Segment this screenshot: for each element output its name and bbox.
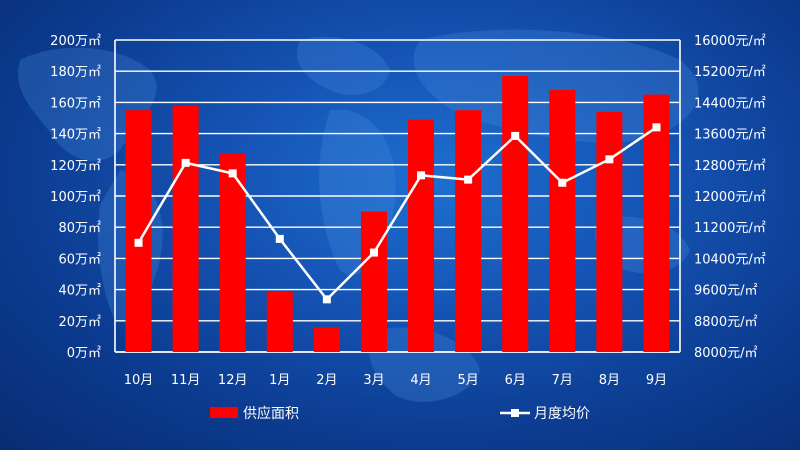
price-point [369,248,378,257]
y-left-tick-label: 180万㎡ [50,65,101,80]
x-tick-label: 11月 [171,373,201,388]
bar [219,153,246,352]
y-left-tick-label: 100万㎡ [50,190,101,205]
legend-label-bar: 供应面积 [243,405,299,422]
y-left-tick-label: 160万㎡ [50,96,101,111]
bar [313,327,340,352]
y-right-tick-label: 12800元/㎡ [694,159,766,174]
price-point [605,155,614,164]
y-right-tick-label: 14400元/㎡ [694,96,766,111]
bar [455,110,482,352]
y-right-tick-label: 8000元/㎡ [694,346,757,361]
y-left-tick-label: 140万㎡ [50,128,101,143]
price-point [228,169,237,178]
bar [172,105,199,353]
y-left-tick-label: 60万㎡ [58,252,101,267]
x-tick-label: 5月 [457,373,478,388]
price-point [511,131,520,140]
price-point [134,238,143,247]
y-right-tick-label: 13600元/㎡ [694,128,766,143]
y-left-tick-label: 80万㎡ [58,221,101,236]
y-left-tick-label: 20万㎡ [58,315,101,330]
bar [643,94,670,352]
x-tick-label: 2月 [316,373,337,388]
bar [360,211,387,352]
bar [125,110,152,352]
y-right-tick-label: 15200元/㎡ [694,65,766,80]
bar [266,291,293,352]
y-right-tick-label: 9600元/㎡ [694,284,757,299]
legend-swatch-line-marker [511,409,519,417]
y-right-tick-label: 10400元/㎡ [694,252,766,267]
x-tick-label: 1月 [269,373,290,388]
price-point [558,178,567,187]
y-left-tick-label: 120万㎡ [50,159,101,174]
price-line [137,126,658,302]
bar [596,111,623,352]
y-left-tick-label: 0万㎡ [67,346,101,361]
price-point [275,234,284,243]
x-tick-label: 6月 [505,373,526,388]
bar [549,89,576,353]
price-point [464,175,473,184]
x-tick-label: 12月 [218,373,248,388]
x-tick-label: 9月 [646,373,667,388]
y-right-tick-label: 11200元/㎡ [694,221,766,236]
y-right-tick-label: 12000元/㎡ [694,190,766,205]
bar [502,75,529,352]
price-point [181,158,190,167]
x-tick-label: 7月 [552,373,573,388]
y-left-tick-label: 200万㎡ [50,34,101,49]
legend-label-line: 月度均价 [534,406,590,422]
x-tick-label: 10月 [124,373,154,388]
y-right-tick-label: 16000元/㎡ [694,34,766,49]
legend-swatch-bar [210,407,238,418]
y-right-tick-label: 8800元/㎡ [694,315,757,330]
x-tick-label: 8月 [599,373,620,388]
x-tick-label: 4月 [410,373,431,388]
bar [408,119,435,352]
price-point [652,123,661,132]
y-left-tick-label: 40万㎡ [58,284,101,299]
price-point [417,171,426,180]
x-tick-label: 3月 [363,373,384,388]
price-point [322,295,331,304]
